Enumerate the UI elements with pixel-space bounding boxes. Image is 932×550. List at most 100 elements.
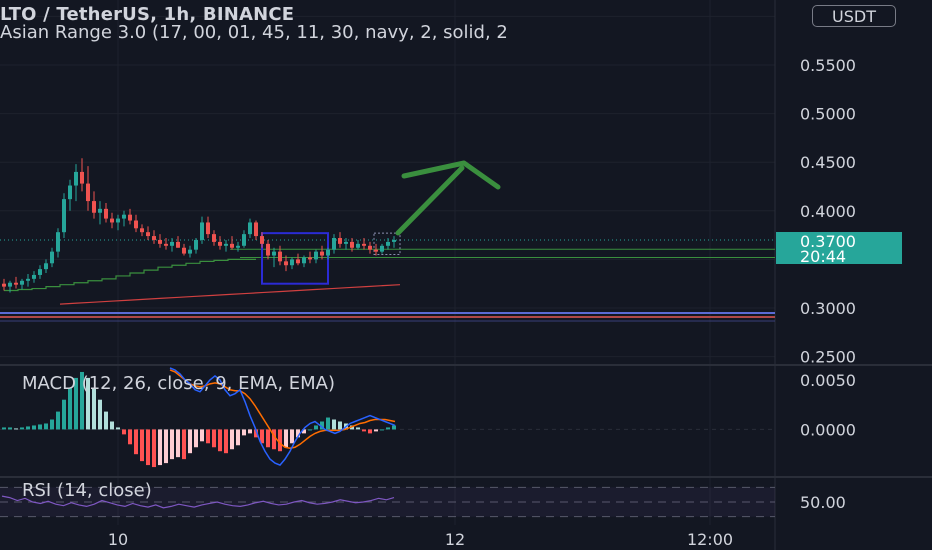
time-tick-label: 12:00 <box>687 530 733 549</box>
candle-body <box>140 228 144 233</box>
candle-body <box>266 243 270 256</box>
rsi-legend[interactable]: RSI (14, close) <box>22 480 152 501</box>
candle-body <box>284 261 288 266</box>
candle-body <box>194 239 198 250</box>
macd-histogram-bar <box>206 429 210 444</box>
macd-histogram-bar <box>320 421 324 430</box>
price-tick-label: 0.4500 <box>800 153 856 172</box>
macd-histogram-bar <box>164 429 168 464</box>
candle-body <box>356 243 360 248</box>
macd-histogram-bar <box>374 429 378 432</box>
macd-histogram-bar <box>392 425 396 430</box>
candle-body <box>392 239 396 242</box>
range-box <box>373 232 401 256</box>
candle-body <box>254 222 258 237</box>
macd-histogram-bar <box>272 429 276 450</box>
candle-body <box>128 214 132 221</box>
candle-body <box>50 251 54 264</box>
candle-body <box>200 222 204 240</box>
macd-histogram-bar <box>308 429 312 431</box>
candle-body <box>308 257 312 260</box>
candle-body <box>350 241 354 248</box>
candle-body <box>230 243 234 248</box>
candle-body <box>62 199 66 233</box>
macd-histogram-bar <box>80 371 84 430</box>
indicator-legend[interactable]: Asian Range 3.0 (17, 00, 01, 45, 11, 30,… <box>0 22 508 43</box>
macd-histogram-bar <box>56 411 60 430</box>
macd-histogram-bar <box>8 427 12 430</box>
candle-body <box>74 171 78 186</box>
macd-histogram-bar <box>38 424 42 430</box>
price-tick-label: 0.4000 <box>800 202 856 221</box>
bar-countdown: 20:44 <box>800 247 847 266</box>
macd-histogram-bar <box>26 426 30 430</box>
macd-histogram-bar <box>284 429 288 448</box>
macd-histogram-bar <box>62 399 66 430</box>
candle-body <box>188 249 192 254</box>
macd-histogram-bar <box>170 429 174 460</box>
candle-body <box>170 241 174 246</box>
macd-histogram-bar <box>248 429 252 434</box>
candle-body <box>116 218 120 223</box>
candle-body <box>104 208 108 219</box>
macd-histogram-bar <box>260 429 264 444</box>
rsi-band-fill <box>0 487 775 517</box>
candle-body <box>182 247 186 254</box>
arrow-shaft <box>395 165 465 236</box>
long-moving-average-line <box>59 284 401 305</box>
currency-button[interactable]: USDT <box>812 5 896 27</box>
candle-body <box>386 241 390 246</box>
candle-body <box>152 236 156 240</box>
candle-body <box>296 259 300 264</box>
macd-histogram-bar <box>314 425 318 430</box>
candle-body <box>272 251 276 256</box>
candle-body <box>158 239 162 244</box>
candle-body <box>212 234 216 242</box>
macd-histogram-bar <box>68 387 72 430</box>
candle-body <box>164 243 168 246</box>
candle-body <box>176 241 180 248</box>
macd-histogram-bar <box>104 411 108 430</box>
rsi-line <box>1 495 395 509</box>
candle-body <box>344 241 348 244</box>
candle-body <box>278 251 282 262</box>
candle-body <box>260 236 264 244</box>
candle-body <box>224 243 228 246</box>
candle-body <box>314 251 318 260</box>
candle-body <box>362 243 366 246</box>
candle-body <box>236 245 240 248</box>
candle-body <box>368 245 372 250</box>
chart-title: LTO / TetherUS, 1h, BINANCE <box>0 4 295 25</box>
macd-histogram-bar <box>128 429 132 445</box>
candle-body <box>326 249 330 256</box>
macd-histogram-bar <box>266 429 270 448</box>
candle-body <box>122 214 126 219</box>
candle-body <box>26 278 30 281</box>
candle-body <box>20 280 24 285</box>
candle-body <box>2 283 6 287</box>
macd-histogram-bar <box>92 387 96 430</box>
macd-histogram-bar <box>224 429 228 454</box>
macd-histogram-bar <box>236 429 240 446</box>
price-tick-label: 0.5500 <box>800 56 856 75</box>
last-price-tag: 0.3700 20:44 <box>776 232 902 266</box>
macd-histogram-bar <box>146 429 150 466</box>
macd-histogram-bar <box>212 429 216 448</box>
macd-histogram-bar <box>296 429 300 438</box>
macd-histogram-bar <box>50 419 54 430</box>
macd-histogram-bar <box>98 399 102 430</box>
candle-body <box>92 201 96 213</box>
candle-body <box>110 218 114 223</box>
price-tick-label: 0.5000 <box>800 105 856 124</box>
up-arrow-annotation <box>395 160 501 236</box>
candlestick-series <box>2 158 396 293</box>
price-tick-label: 0.2500 <box>800 348 856 367</box>
macd-signal-line <box>169 369 396 450</box>
candle-body <box>206 222 210 235</box>
rsi-tick-label: 50.00 <box>800 493 846 512</box>
price-tick-label: 0.3000 <box>800 299 856 318</box>
macd-histogram-bar <box>326 417 330 430</box>
macd-legend[interactable]: MACD (12, 26, close, 9, EMA, EMA) <box>22 373 335 394</box>
macd-histogram-bar <box>176 429 180 458</box>
